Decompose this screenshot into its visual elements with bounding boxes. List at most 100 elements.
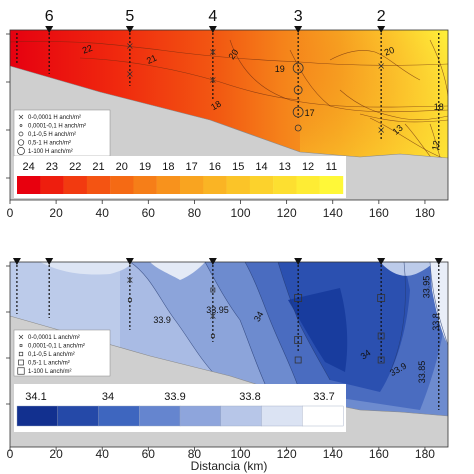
station-marker-bottom-1 <box>125 258 134 265</box>
salinity-section-panel: 33.9 33.95 34 34 33.9 33.95 33.8 33.85 0-0,0001… <box>6 258 449 473</box>
legend-symbol-3 <box>18 359 24 366</box>
x-tick-label-6: 120 <box>277 447 297 461</box>
temperature-colorbar-swatch-4 <box>110 176 134 194</box>
temperature-colorbar-label-9: 15 <box>232 161 244 173</box>
salinity-contour-label-2: 34 <box>252 310 266 324</box>
x-axis-label: Distancia (km) <box>191 459 268 473</box>
legend-label-3: 0,5-1 L anch/m² <box>28 361 70 367</box>
larvae-cross-top-2 <box>210 49 216 55</box>
temperature-colorbar-label-0: 24 <box>23 161 35 173</box>
larvae-symbols-bottom <box>127 277 386 364</box>
station-marker-bottom-2 <box>208 258 217 265</box>
station-label-0: 6 <box>45 8 54 25</box>
station-markers-top: 6 5 4 3 2 <box>45 8 386 33</box>
station-marker-top-1 <box>125 26 134 33</box>
y-tick-marks-bottom <box>6 265 10 405</box>
larvae-square-bottom-8 <box>377 356 385 364</box>
legend-symbol-4 <box>17 147 25 155</box>
x-tick-label-2: 40 <box>96 447 110 461</box>
top-frame <box>9 29 449 201</box>
temperature-contour-label-5: 17 <box>305 108 315 118</box>
larvae-cross-bottom-0 <box>127 277 133 283</box>
temperature-colorbar: 24 23 22 21 20 19 18 17 16 15 14 13 12 11 <box>14 156 346 198</box>
temperature-contour-label-0: 22 <box>81 43 94 56</box>
larvae-cross-top-1 <box>127 71 133 77</box>
salinity-legend: 0-0,0001 L anch/m² 0,0001-0,1 L anch/m² 0,… <box>13 329 111 377</box>
temperature-colorbar-label-10: 14 <box>255 161 267 173</box>
temperature-colorbar-label-5: 19 <box>139 161 151 173</box>
salinity-contour-label-3: 34 <box>359 348 373 362</box>
seabed-outline-top <box>9 65 449 159</box>
x-tick-label-9: 180 <box>415 447 435 461</box>
salinity-colorbar-label-3: 33.8 <box>239 391 260 403</box>
station-marker-bottom-0 <box>45 258 54 265</box>
legend-label-4: 1-100 L anch/m² <box>28 369 71 375</box>
larvae-square-bottom-0 <box>127 298 132 302</box>
station-marker-top-2 <box>208 26 217 33</box>
x-tick-label-2: 40 <box>96 206 110 220</box>
legend-label-1: 0,0001-0,1 L anch/m² <box>28 344 85 350</box>
x-tick-label-3: 60 <box>142 206 156 220</box>
salinity-colorbar-swatch-3 <box>139 405 181 427</box>
temperature-contour-label-8: 13 <box>391 123 405 137</box>
station-marker-top-3 <box>294 26 303 33</box>
legend-label-2: 0,1-0,5 H anch/m² <box>28 132 76 138</box>
salinity-colorbar-swatch-6 <box>261 405 303 427</box>
larvae-cross-bottom-1 <box>210 313 216 319</box>
temperature-contour-label-9: 12 <box>430 140 442 152</box>
temperature-colorbar-label-8: 16 <box>209 161 221 173</box>
temperature-colorbar-swatch-8 <box>203 176 227 194</box>
x-axis-ticks-bottom: 0 20 40 60 80 100 120 140 160 180 <box>7 447 435 461</box>
legend-symbol-0 <box>18 114 24 120</box>
larvae-square-bottom-3 <box>294 294 303 302</box>
station-label-2: 4 <box>208 8 217 25</box>
larvae-circle-top-3 <box>294 124 302 132</box>
salinity-contour-label-7: 33.85 <box>417 361 427 384</box>
larvae-square-bottom-1 <box>210 287 216 293</box>
salinity-colorbar-swatch-7 <box>302 405 344 427</box>
larvae-circle-top-2 <box>292 106 304 118</box>
station-marker-top-0 <box>45 26 54 33</box>
larvae-cross-top-extra-1 <box>378 127 384 133</box>
temperature-contour-label-6: 20 <box>383 45 396 58</box>
salinity-colorbar-swatch-2 <box>98 405 140 427</box>
larvae-circle-top-1 <box>293 85 303 95</box>
larvae-square-bottom-2 <box>210 334 215 338</box>
station-markers-bottom <box>12 258 443 265</box>
edge-station-marker-bottom-1 <box>434 258 443 265</box>
larvae-cross-top-0 <box>127 43 133 49</box>
x-tick-label-1: 20 <box>49 206 63 220</box>
legend-label-2: 0,1-0,5 L anch/m² <box>28 352 75 358</box>
temperature-colorbar-label-6: 18 <box>162 161 174 173</box>
x-tick-label-5: 100 <box>231 206 251 220</box>
salinity-colorbar-swatch-4 <box>179 405 222 427</box>
larvae-square-bottom-6 <box>377 294 386 302</box>
legend-label-1: 0,0001-0,1 H anch/m² <box>28 124 86 130</box>
temperature-colorbar-swatch-12 <box>296 176 320 194</box>
temperature-section-panel: 6 5 4 3 2 22 21 20 19 18 17 20 18 13 12 0-0,0001 H an… <box>6 8 449 220</box>
legend-symbol-3 <box>17 139 25 146</box>
salinity-colorbar-swatch-1 <box>57 405 99 427</box>
temperature-colorbar-label-11: 13 <box>279 161 291 173</box>
edge-station-marker-bottom-0 <box>12 258 21 265</box>
temperature-legend: 0-0,0001 H anch/m² 0,0001-0,1 H anch/m² 0,… <box>13 109 111 157</box>
station-marker-top-4 <box>377 26 386 33</box>
station-marker-bottom-3 <box>294 258 303 265</box>
temperature-colorbar-swatch-11 <box>273 176 297 194</box>
temperature-colorbar-swatch-2 <box>63 176 88 194</box>
salinity-colorbar-label-4: 33.7 <box>313 391 334 403</box>
legend-symbol-1 <box>19 124 23 127</box>
temperature-colorbar-swatch-5 <box>133 176 157 194</box>
legend-symbol-1 <box>19 344 23 347</box>
temperature-colorbar-label-12: 12 <box>302 161 314 173</box>
station-lines-bottom <box>16 265 440 410</box>
x-tick-label-3: 60 <box>142 447 156 461</box>
temperature-colorbar-label-2: 22 <box>69 161 81 173</box>
salinity-colorbar: 34.1 34 33.9 33.8 33.7 <box>14 384 346 432</box>
legend-symbol-4 <box>17 367 25 375</box>
temperature-contour-label-3: 19 <box>275 64 285 74</box>
salinity-contour-label-0: 33.9 <box>153 315 171 325</box>
larvae-square-bottom-7 <box>377 332 385 340</box>
station-label-3: 3 <box>294 8 303 25</box>
